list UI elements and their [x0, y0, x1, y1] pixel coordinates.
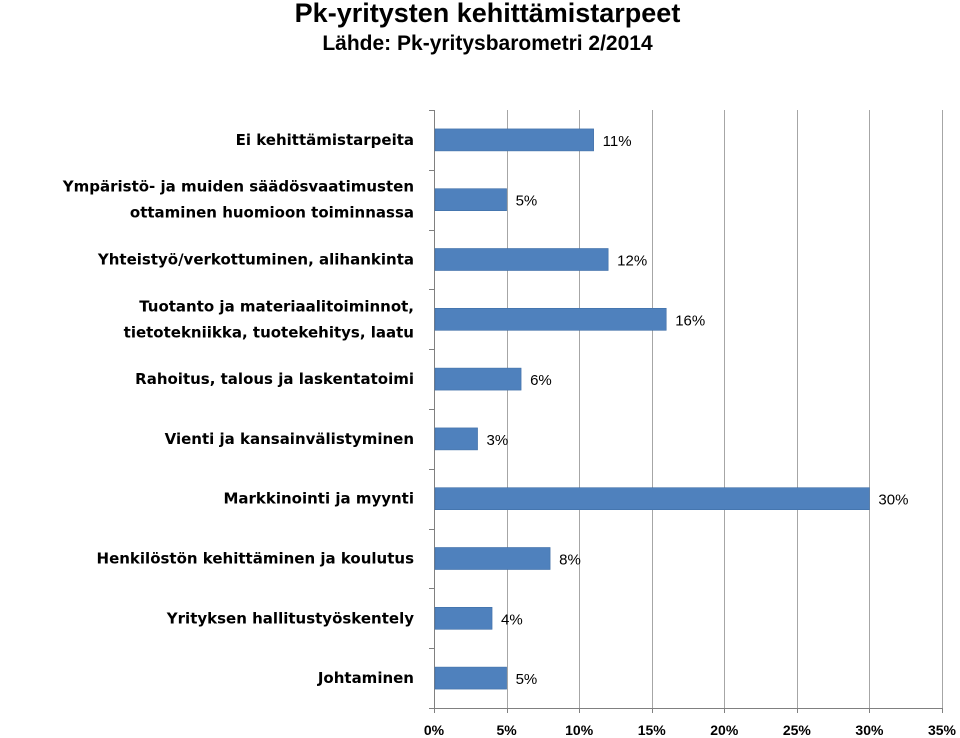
category-label: Tuotanto ja materiaalitoiminnot, — [139, 297, 414, 315]
data-label: 4% — [501, 611, 523, 628]
chart-title: Pk-yritysten kehittämistarpeet — [294, 0, 681, 28]
data-label: 11% — [603, 133, 632, 150]
x-tick-label: 20% — [710, 722, 739, 738]
bar — [434, 606, 493, 630]
data-label: 5% — [516, 193, 538, 210]
category-label: Yrityksen hallitustyöskentely — [166, 609, 414, 627]
category-label: Ympäristö- ja muiden säädösvaatimusten — [62, 178, 414, 196]
data-label: 30% — [878, 492, 908, 509]
category-label: Rahoitus, talous ja laskentatoimi — [135, 370, 414, 388]
x-tick-label: 0% — [424, 722, 445, 738]
data-label: 12% — [617, 253, 647, 270]
data-label: 8% — [559, 552, 581, 569]
data-label: 16% — [675, 312, 705, 329]
bar — [434, 128, 594, 152]
category-label: Johtaminen — [317, 669, 414, 687]
x-tick-label: 30% — [855, 722, 884, 738]
x-tick-label: 5% — [496, 722, 517, 738]
bar — [434, 547, 551, 570]
x-tick-label: 25% — [783, 722, 812, 738]
category-label: tietotekniikka, tuotekehitys, laatu — [124, 323, 414, 341]
category-label: Henkilöstön kehittäminen ja koulutus — [97, 550, 415, 568]
x-tick-label: 10% — [565, 722, 594, 738]
data-label: 5% — [516, 671, 538, 688]
bar — [434, 248, 609, 271]
category-label: Markkinointi ja myynti — [223, 490, 414, 508]
bar — [434, 367, 522, 391]
bar — [434, 427, 478, 451]
category-label: Vienti ja kansainvälistyminen — [165, 430, 414, 448]
bar — [434, 307, 667, 331]
bar — [434, 666, 507, 690]
bar — [434, 188, 507, 211]
data-label: 3% — [487, 432, 509, 449]
category-label: Ei kehittämistarpeita — [236, 131, 414, 149]
bar — [434, 487, 870, 511]
data-label: 6% — [530, 372, 552, 389]
category-label: Yhteistyö/verkottuminen, alihankinta — [97, 251, 414, 269]
category-label: ottaminen huomioon toiminnassa — [130, 204, 414, 222]
x-tick-label: 15% — [638, 722, 667, 738]
chart-subtitle: Lähde: Pk-yritysbarometri 2/2014 — [322, 32, 653, 55]
x-tick-label: 35% — [928, 722, 957, 738]
